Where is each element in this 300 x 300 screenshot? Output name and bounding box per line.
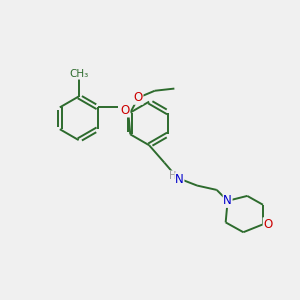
- Text: N: N: [223, 194, 232, 207]
- Text: CH₃: CH₃: [69, 69, 88, 79]
- Text: H: H: [169, 171, 176, 181]
- Text: O: O: [134, 91, 143, 104]
- Text: O: O: [263, 218, 272, 231]
- Text: O: O: [121, 104, 130, 117]
- Text: N: N: [175, 173, 184, 186]
